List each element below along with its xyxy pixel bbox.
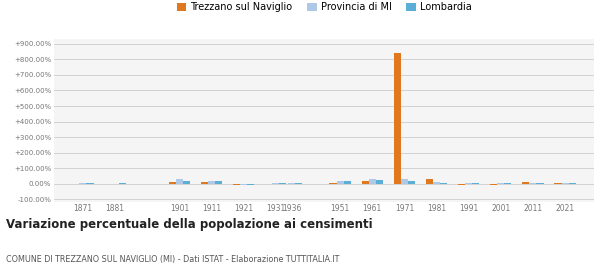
- Text: Variazione percentuale della popolazione ai censimenti: Variazione percentuale della popolazione…: [6, 218, 373, 231]
- Bar: [183, 181, 190, 184]
- Bar: [344, 181, 350, 184]
- Bar: [215, 181, 222, 184]
- Bar: [289, 183, 295, 184]
- Bar: [562, 183, 569, 184]
- Bar: [440, 183, 447, 184]
- Bar: [233, 184, 240, 185]
- Bar: [536, 183, 544, 184]
- Bar: [208, 181, 215, 184]
- Bar: [523, 182, 529, 184]
- Bar: [280, 183, 286, 184]
- Bar: [79, 183, 86, 184]
- Bar: [240, 184, 247, 185]
- Bar: [401, 179, 408, 184]
- Bar: [169, 183, 176, 184]
- Bar: [505, 183, 511, 184]
- Bar: [472, 183, 479, 184]
- Bar: [458, 184, 465, 185]
- Text: COMUNE DI TREZZANO SUL NAVIGLIO (MI) - Dati ISTAT - Elaborazione TUTTITALIA.IT: COMUNE DI TREZZANO SUL NAVIGLIO (MI) - D…: [6, 255, 340, 264]
- Bar: [465, 183, 472, 184]
- Bar: [529, 183, 536, 184]
- Bar: [368, 179, 376, 184]
- Bar: [376, 180, 383, 184]
- Bar: [426, 179, 433, 184]
- Bar: [295, 183, 302, 184]
- Bar: [408, 181, 415, 184]
- Bar: [272, 183, 280, 184]
- Bar: [176, 179, 183, 184]
- Bar: [490, 184, 497, 185]
- Bar: [362, 181, 368, 184]
- Bar: [329, 183, 337, 184]
- Bar: [394, 53, 401, 184]
- Bar: [554, 183, 562, 184]
- Bar: [86, 183, 94, 184]
- Bar: [337, 181, 344, 184]
- Legend: Trezzano sul Naviglio, Provincia di MI, Lombardia: Trezzano sul Naviglio, Provincia di MI, …: [173, 0, 475, 16]
- Bar: [201, 182, 208, 184]
- Bar: [497, 183, 505, 184]
- Bar: [247, 184, 254, 185]
- Bar: [569, 183, 575, 184]
- Bar: [433, 182, 440, 184]
